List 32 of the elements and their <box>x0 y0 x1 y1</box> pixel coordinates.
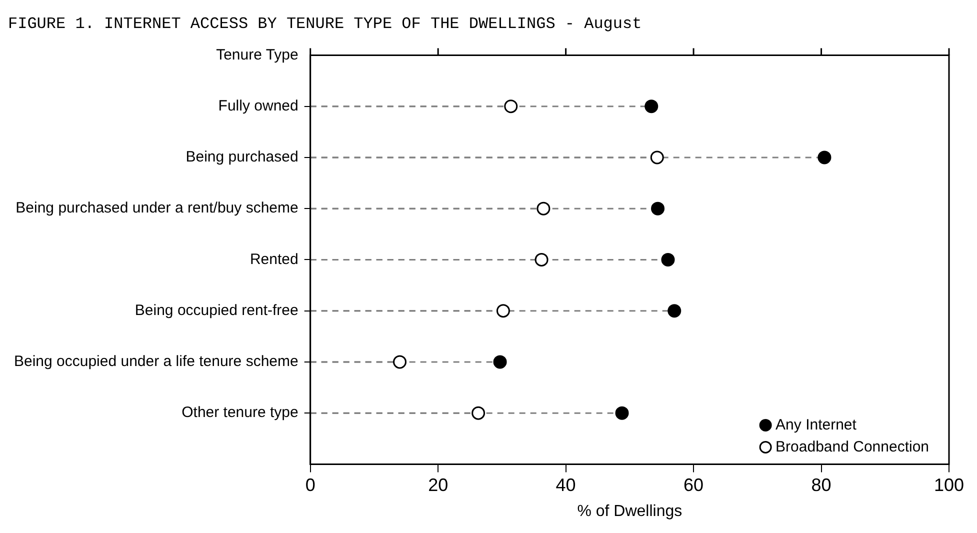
chart-title: FIGURE 1. INTERNET ACCESS BY TENURE TYPE OF THE DWELLINGS - August <box>8 14 642 33</box>
point <box>504 100 518 114</box>
point <box>650 150 664 164</box>
x-axis-title: % of Dwellings <box>577 502 682 520</box>
legend-label: Broadband Connection <box>776 438 930 456</box>
point <box>651 202 665 216</box>
x-tick-label: 20 <box>428 474 448 495</box>
y-tick-label: Being occupied under a life tenure scheme <box>14 353 298 370</box>
y-tick-label: Being occupied rent-free <box>134 302 298 319</box>
y-tick-label: Being purchased under a rent/buy scheme <box>16 200 298 217</box>
x-tick-label: 40 <box>556 474 576 495</box>
y-tick-label: Rented <box>250 250 298 268</box>
point <box>615 406 629 420</box>
point <box>536 202 550 216</box>
point <box>661 252 675 266</box>
x-tick-label: 100 <box>934 474 964 495</box>
point <box>644 100 658 114</box>
point <box>534 252 548 266</box>
point <box>472 406 486 420</box>
point <box>493 355 507 369</box>
x-tick-label: 60 <box>684 474 704 495</box>
point <box>668 304 682 318</box>
legend-label: Any Internet <box>776 416 858 434</box>
x-tick-label: 80 <box>811 474 832 495</box>
x-tick-label: 0 <box>305 474 316 495</box>
y-tick-label: Being purchased <box>186 148 298 166</box>
y-tick-label: Other tenure type <box>182 404 298 422</box>
y-tick-label: Fully owned <box>218 97 298 114</box>
point <box>818 150 832 164</box>
y-axis-title: Tenure Type <box>216 46 298 64</box>
point <box>496 304 510 318</box>
point <box>393 355 407 369</box>
